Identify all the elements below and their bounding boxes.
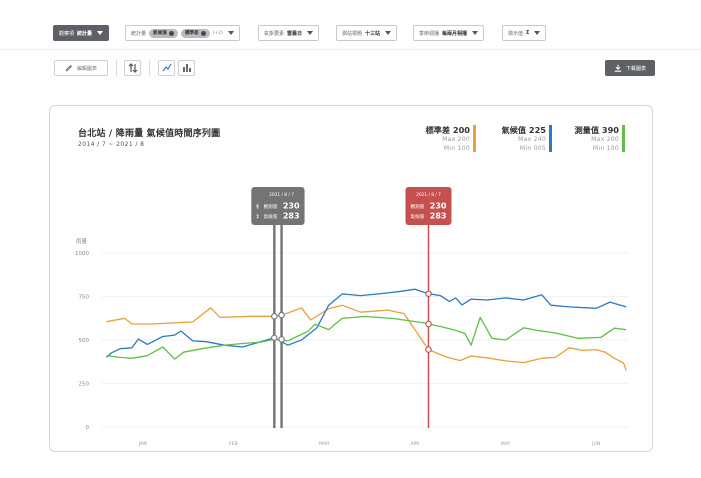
cursor-point — [279, 337, 284, 342]
cursor-tooltip: 2021 / 8 / 7 觀測值 230 氣候值 283 — [259, 187, 305, 225]
tooltip-date: 2021 / 8 / 7 — [269, 192, 294, 198]
y-tick-label: 250 — [79, 382, 90, 388]
series-line-std — [107, 305, 627, 370]
cursor-point — [272, 335, 277, 340]
cursor-point — [272, 314, 277, 319]
cursor-layer — [274, 225, 428, 428]
y-tick-label: 750 — [79, 295, 90, 301]
cursor-point — [426, 321, 431, 326]
cursor-point — [279, 312, 284, 317]
cursor-tooltip: 2021 / 8 / 7 觀測值 230 氣候值 283 — [405, 187, 451, 225]
tooltip-measured-value: 230 — [283, 202, 300, 211]
tooltip-measured-label: 觀測值 — [264, 203, 278, 210]
y-axis-label: 雨量 — [76, 238, 88, 245]
tooltip-date: 2021 / 8 / 7 — [416, 192, 441, 198]
tooltip-climate-value: 283 — [283, 212, 300, 221]
grid-layer: 雨量 0 250 500 750 1000 JAN FEB MAR APR MAY JUN — [75, 238, 628, 447]
series-line-climate — [107, 289, 627, 357]
tooltip-measured-value: 230 — [430, 202, 447, 211]
marker-layer — [272, 291, 432, 352]
x-tick-label: FEB — [229, 441, 238, 447]
y-tick-label: 500 — [79, 338, 90, 344]
x-tick-label: MAR — [319, 441, 330, 447]
x-tick-label: JUN — [591, 441, 600, 447]
series-layer — [107, 289, 627, 370]
tooltip-climate-label: 氣候值 — [264, 213, 278, 220]
cursor-point — [426, 347, 431, 352]
x-tick-label: JAN — [138, 441, 147, 447]
tooltip-climate-value: 283 — [430, 212, 447, 221]
x-tick-label: APR — [410, 441, 420, 447]
y-tick-label: 1000 — [75, 251, 89, 257]
y-tick-label: 0 — [86, 425, 90, 431]
x-tick-label: MAY — [501, 441, 511, 447]
tooltip-measured-label: 觀測值 — [410, 203, 424, 210]
cursor-point — [426, 291, 431, 296]
tooltip-climate-label: 氣候值 — [410, 213, 424, 220]
